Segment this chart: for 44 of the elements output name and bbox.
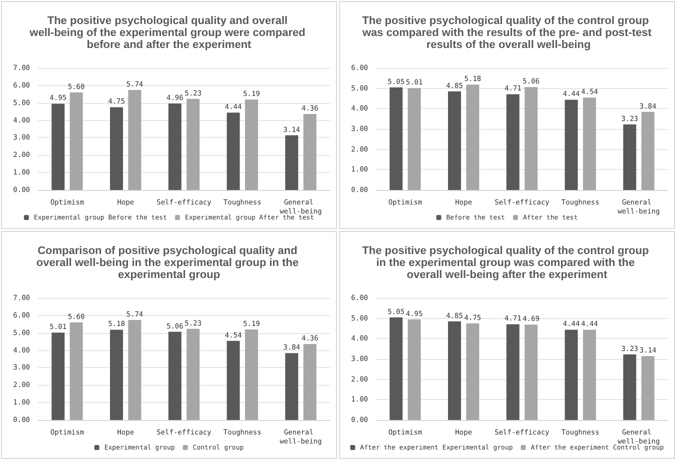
chart-title: The positive psychological quality and overall well-being of the experimental group were compared before and after the experiment — [28, 15, 308, 51]
bar — [448, 91, 461, 190]
bar — [70, 92, 83, 190]
chart-title: The positive psychological quality of the control group in the experimental group was compared with the overall well-being after the experiment — [362, 245, 652, 281]
bar — [564, 330, 578, 420]
bar — [448, 321, 461, 420]
bar — [583, 98, 596, 190]
bar — [52, 104, 65, 190]
bar — [186, 328, 200, 420]
bar — [623, 354, 636, 420]
bar — [303, 344, 316, 420]
bar — [245, 330, 258, 420]
bar — [583, 330, 596, 420]
bar — [70, 322, 83, 420]
bar — [466, 84, 480, 190]
bar — [623, 124, 636, 190]
bar — [524, 324, 538, 420]
bar — [285, 135, 298, 190]
bar — [110, 107, 123, 190]
bar — [226, 112, 240, 190]
bar — [168, 332, 182, 420]
bar — [506, 94, 520, 190]
bar — [226, 340, 240, 420]
bar — [128, 90, 142, 190]
bar — [641, 112, 654, 190]
bar — [245, 100, 258, 190]
bar — [390, 87, 403, 190]
bar — [408, 319, 421, 420]
bar — [52, 332, 65, 420]
bar — [128, 320, 142, 420]
bar — [303, 114, 316, 190]
bar — [408, 88, 421, 190]
bar — [466, 323, 480, 420]
bar — [506, 324, 520, 420]
bar — [564, 100, 578, 190]
bar — [285, 353, 298, 420]
bar — [390, 317, 403, 420]
bar — [641, 356, 654, 420]
chart-title: Comparison of positive psychological quality and overall well-being in the experimental group in the experimental group — [36, 245, 302, 281]
bar — [110, 330, 123, 420]
bar — [168, 104, 182, 190]
bar — [524, 87, 538, 190]
bar — [186, 98, 200, 190]
chart-title: The positive psychological quality of the control group was compared with the results of the pre- and post-test results of the overall well-being — [361, 15, 652, 51]
